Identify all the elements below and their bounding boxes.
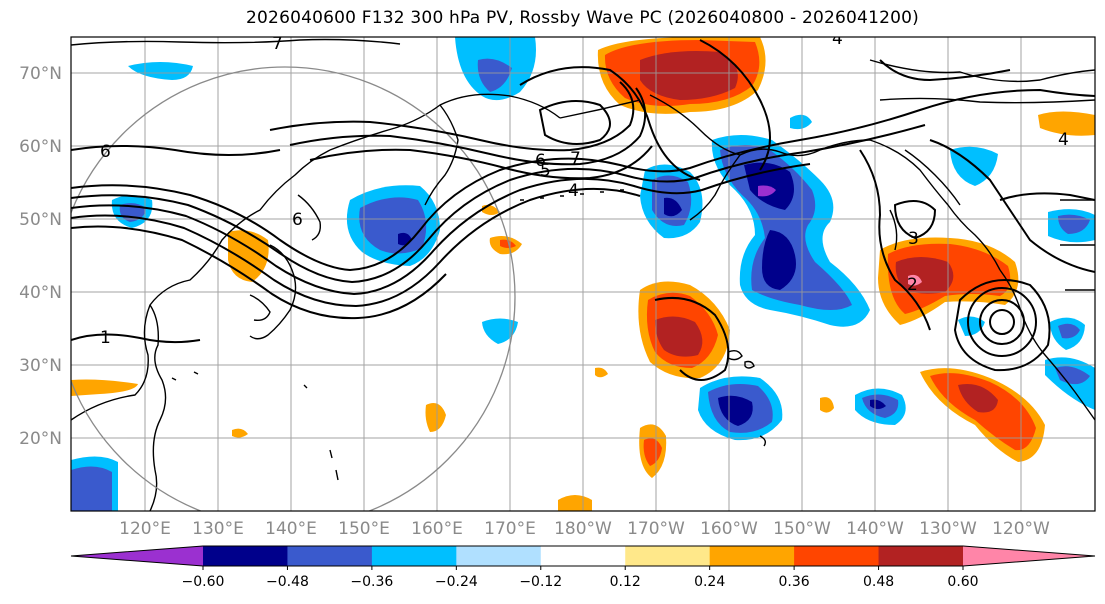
- lon-label: 150°E: [338, 519, 390, 539]
- latitude-labels: 70°N 60°N 50°N 40°N 30°N 20°N: [19, 64, 62, 449]
- contour-label: 6: [292, 210, 303, 230]
- contour-label: 4: [568, 181, 579, 201]
- contour-label: 6: [535, 151, 546, 171]
- lat-label: 70°N: [19, 64, 62, 84]
- contour-label: 2: [907, 275, 918, 295]
- lon-label: 140°W: [846, 519, 904, 539]
- graticule: [71, 37, 1095, 511]
- lat-label: 30°N: [19, 356, 62, 376]
- contour-label: 5: [540, 161, 551, 181]
- lon-label: 180°W: [554, 519, 612, 539]
- lon-label: 160°W: [700, 519, 758, 539]
- colorbar-tick-label: 0.48: [863, 574, 894, 590]
- lon-label: 150°W: [773, 519, 831, 539]
- lon-label: 120°E: [119, 519, 171, 539]
- contour-label: 1: [100, 328, 111, 348]
- lon-label: 130°W: [919, 519, 977, 539]
- colorbar-extend-high: [963, 546, 1095, 566]
- lon-label: 160°E: [411, 519, 463, 539]
- lon-label: 130°E: [192, 519, 244, 539]
- lat-label: 40°N: [19, 283, 62, 303]
- pv-contours: [71, 39, 1095, 381]
- colorbar-extend-low: [71, 546, 203, 566]
- radius-circle: [71, 66, 516, 511]
- colorbar-tick-label: −0.36: [350, 574, 393, 590]
- contour-labels: 7 6 6 7 5 4 6 3 2 1 4 4: [100, 29, 1069, 348]
- colorbar-segment: [709, 546, 795, 566]
- lon-label: 120°W: [992, 519, 1050, 539]
- map-frame: [70, 36, 1096, 512]
- lat-label: 50°N: [19, 210, 62, 230]
- contour-label: 4: [832, 29, 843, 49]
- colorbar-tick-label: −0.24: [435, 574, 478, 590]
- contour-label: 7: [570, 149, 581, 169]
- lat-label: 20°N: [19, 429, 62, 449]
- colorbar-tick-label: 0.24: [694, 574, 725, 590]
- contour-label: 3: [908, 229, 919, 249]
- contour-label: 7: [272, 34, 283, 54]
- lon-label: 170°E: [484, 519, 536, 539]
- colorbar-segment: [456, 546, 542, 566]
- colorbar: −0.60 −0.48 −0.36 −0.24 −0.12 0.12 0.24 0.36 0.4…: [70, 545, 1096, 590]
- contour-label: 4: [1058, 130, 1069, 150]
- lon-label: 140°E: [265, 519, 317, 539]
- map-title: 2026040600 F132 300 hPa PV, Rossby Wave …: [246, 8, 919, 28]
- colorbar-segment: [203, 546, 288, 566]
- colorbar-segment: [878, 546, 964, 566]
- colorbar-tick-label: −0.12: [519, 574, 562, 590]
- lon-label: 170°W: [627, 519, 685, 539]
- colorbar-segment: [287, 546, 373, 566]
- colorbar-segment: [540, 546, 626, 566]
- colorbar-segment: [794, 546, 880, 566]
- colorbar-segment: [371, 546, 457, 566]
- colorbar-tick-label: 0.36: [779, 574, 810, 590]
- colorbar-tick-label: −0.60: [182, 574, 225, 590]
- contour-label: 6: [100, 142, 111, 162]
- longitude-labels: 120°E 130°E 140°E 150°E 160°E 170°E 180°…: [119, 519, 1050, 539]
- lat-label: 60°N: [19, 137, 62, 157]
- colorbar-tick-label: 0.12: [610, 574, 641, 590]
- colorbar-tick-label: 0.60: [947, 574, 978, 590]
- colorbar-segment: [625, 546, 711, 566]
- colorbar-tick-label: −0.48: [266, 574, 309, 590]
